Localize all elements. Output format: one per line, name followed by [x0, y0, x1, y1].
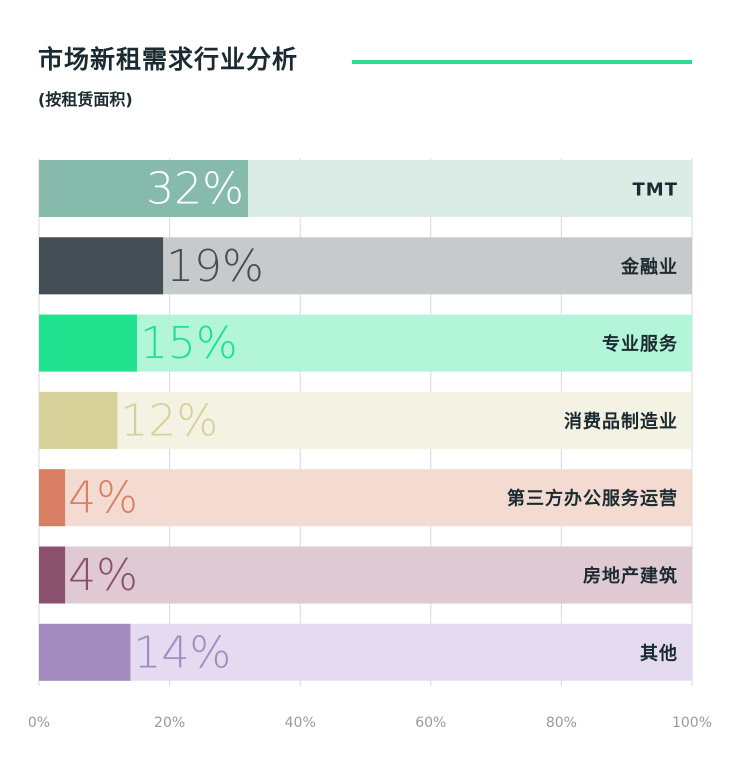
chart-subtitle: (按租赁面积)	[38, 90, 133, 109]
bar-track	[39, 623, 692, 681]
bar-value-label: 12%	[120, 395, 218, 446]
bar-value-label: 32%	[146, 164, 244, 215]
bar-value-label: 4%	[68, 473, 138, 524]
bar-value-label: 15%	[140, 318, 238, 369]
bar	[39, 314, 137, 372]
bar-value-label: 4%	[68, 550, 138, 601]
bar-track	[39, 546, 692, 604]
bar-track	[39, 469, 692, 527]
bar	[39, 237, 164, 295]
bar-value-label: 14%	[133, 627, 231, 678]
x-tick-label: 80%	[546, 715, 577, 731]
x-tick-label: 20%	[154, 715, 185, 731]
bar-track	[39, 391, 692, 449]
bar	[39, 623, 131, 681]
bar	[39, 391, 118, 449]
bar-value-label: 19%	[166, 241, 264, 292]
category-label: 第三方办公服务运营	[507, 488, 678, 510]
bar	[39, 546, 66, 604]
category-label: 其他	[640, 642, 678, 664]
title-accent-rule	[352, 60, 692, 64]
x-tick-label: 0%	[28, 715, 50, 731]
category-label: TMT	[633, 180, 678, 201]
x-tick-label: 100%	[672, 715, 712, 731]
bar	[39, 469, 66, 527]
category-label: 消费品制造业	[564, 410, 678, 432]
bar	[39, 160, 248, 217]
x-tick-label: 40%	[285, 715, 316, 731]
category-label: 房地产建筑	[583, 565, 678, 587]
category-label: 金融业	[620, 256, 678, 278]
x-tick-label: 60%	[415, 715, 446, 731]
category-label: 专业服务	[602, 333, 678, 355]
chart-title: 市场新租需求行业分析	[38, 45, 299, 74]
bar-track	[39, 314, 692, 372]
